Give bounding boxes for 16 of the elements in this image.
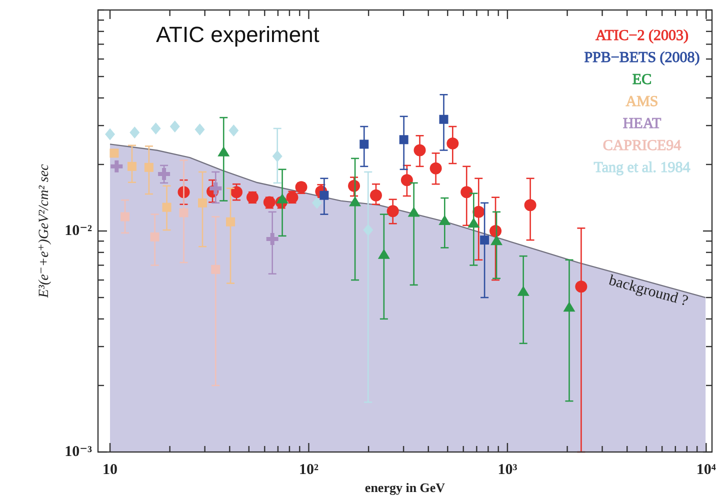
text: EC [632, 72, 652, 88]
text: CAPRICE94 [602, 138, 682, 154]
x-tick-label: 10⁴ [696, 462, 716, 478]
text: ATIC experiment [156, 22, 320, 47]
x-tick-label: 10 [102, 462, 118, 478]
y-tick-label: 10⁻³ [64, 444, 92, 460]
x-tick-label: 10² [298, 462, 319, 478]
text: PPB−BETS (2008) [584, 50, 700, 66]
text: HEAT [622, 116, 662, 132]
x-axis-title: energy in GeV [364, 480, 446, 495]
text: ATIC−2 (2003) [595, 28, 689, 44]
x-tick-label: 10³ [498, 462, 518, 478]
text: AMS [626, 94, 658, 110]
text: Tang et al. 1984 [594, 160, 691, 176]
y-axis-title: E³(e⁻+e⁺)GeV²/cm² sec [37, 163, 52, 299]
y-tick-label: 10⁻² [64, 223, 92, 239]
